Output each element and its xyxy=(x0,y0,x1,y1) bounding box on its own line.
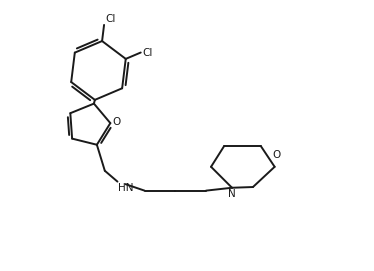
Text: HN: HN xyxy=(118,183,134,193)
Text: O: O xyxy=(112,117,120,127)
Text: O: O xyxy=(272,150,280,160)
Text: Cl: Cl xyxy=(105,14,116,24)
Text: N: N xyxy=(228,189,236,199)
Text: Cl: Cl xyxy=(142,47,153,57)
